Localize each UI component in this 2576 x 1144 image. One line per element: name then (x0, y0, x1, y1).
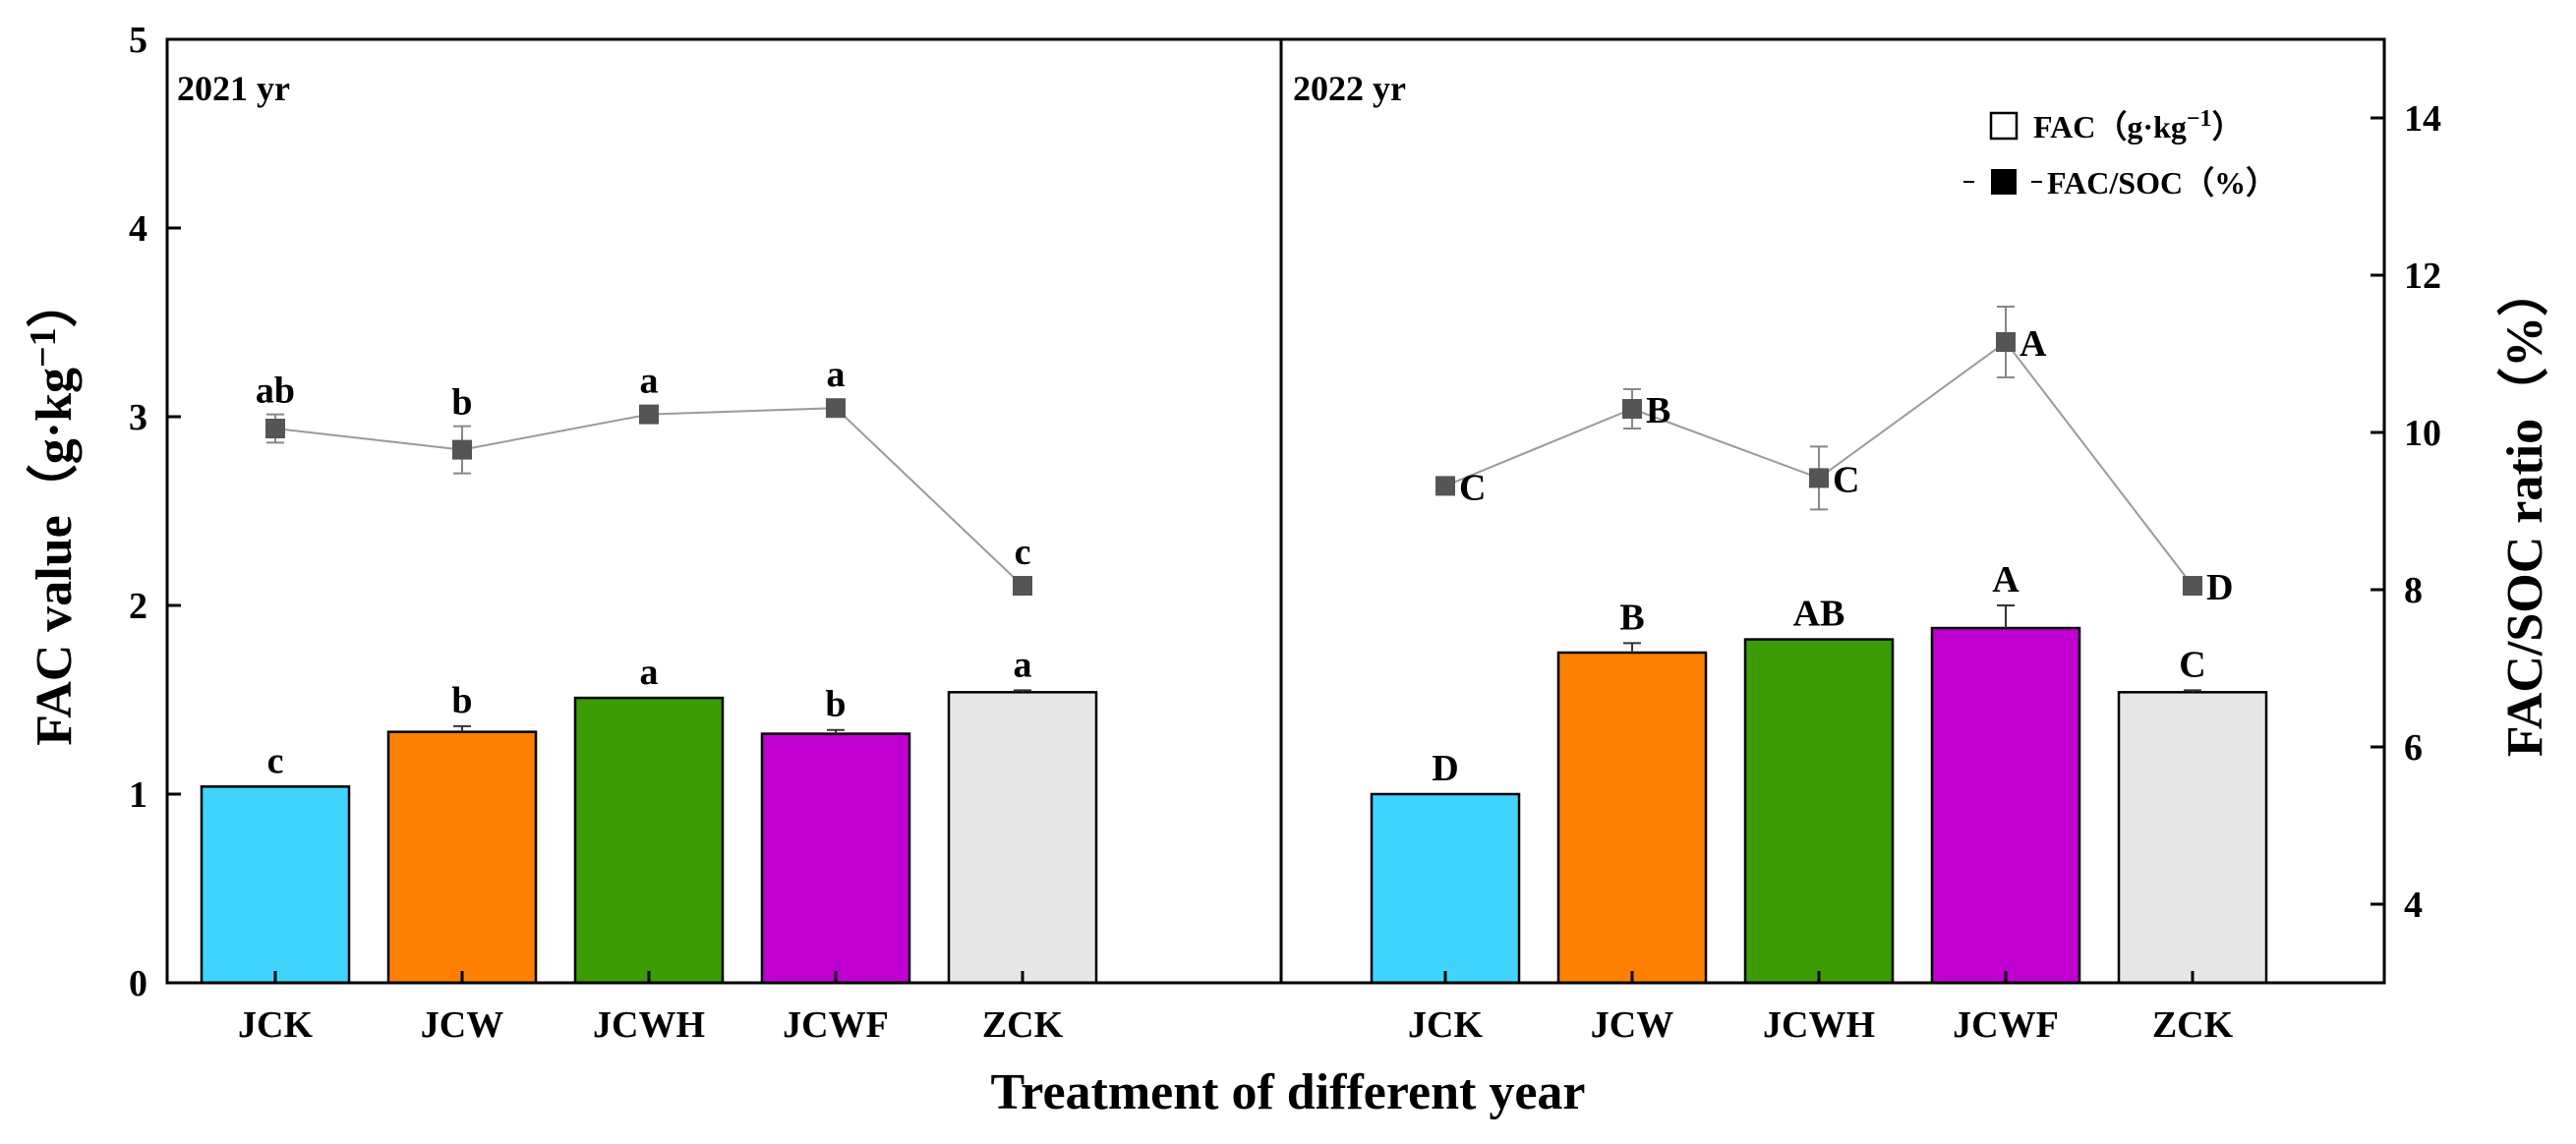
bar-jck (1370, 792, 1521, 985)
ratio-point (1996, 332, 2016, 352)
bar-jcw (386, 730, 538, 985)
x-tick-label: JCWH (1763, 1004, 1875, 1046)
ratio-sig-label: b (451, 382, 472, 424)
y2-tick-label: 14 (2404, 98, 2441, 140)
ratio-sig-label: a (640, 361, 659, 402)
legend-bar-sup: −1 (2187, 106, 2212, 132)
ratio-point (1435, 476, 1455, 496)
y2-tick-label: 4 (2404, 885, 2423, 926)
bar-sig-label: c (267, 740, 284, 781)
y-axis-title: FAC value（g·kg−1） (23, 276, 83, 745)
ratio-sig-label: C (1833, 459, 1859, 500)
ratio-sig-label: B (1646, 390, 1670, 431)
ratio-point (1013, 576, 1032, 596)
ratio-point (639, 404, 659, 425)
legend-bar-label: FAC（g·kg−1） (2033, 106, 2244, 144)
bars-layer (200, 604, 2268, 985)
ratio-point (1809, 468, 1829, 488)
ratio-series-line (274, 407, 1024, 587)
legend-bar-swatch (1989, 111, 2019, 141)
x-tick-label: JCW (421, 1004, 503, 1046)
x-tick-label: JCK (238, 1004, 313, 1046)
bar-sig-label: a (1014, 644, 1032, 685)
y-tick-label: 0 (129, 963, 147, 1004)
bar-sig-label: C (2179, 644, 2205, 685)
x-tick-label: JCW (1591, 1004, 1673, 1046)
bar-sig-label: a (640, 652, 659, 693)
bar-jcwf (1930, 626, 2081, 985)
legend-bar-text: FAC（g·kg (2033, 109, 2187, 144)
ratio-point (1622, 399, 1642, 419)
y2-tick-label: 12 (2404, 256, 2441, 297)
ratio-point (452, 439, 472, 460)
bar-jck (200, 785, 351, 985)
y-tick-label: 2 (129, 586, 147, 627)
plot-border (165, 37, 2386, 985)
ratio-sig-label: C (1459, 467, 1486, 508)
ratio-sig-label: c (1015, 532, 1031, 573)
y-tick-label: 1 (129, 774, 147, 816)
ratio-point (2183, 576, 2202, 596)
y2-tick-label: 8 (2404, 570, 2423, 611)
bar-sig-label: D (1432, 748, 1458, 789)
bar-sig-label: b (825, 684, 846, 725)
legend: FAC（g·kg−1） FAC/SOC（%） (1963, 106, 2277, 200)
y2-tick-label: 6 (2404, 727, 2423, 769)
legend-line-marker (1991, 169, 2017, 195)
bar-jcwh (1743, 638, 1895, 985)
x-tick-label: ZCK (2152, 1004, 2234, 1046)
bar-jcwh (573, 696, 725, 985)
ratio-sig-label: D (2206, 567, 2233, 608)
y-tick-label: 3 (129, 397, 147, 438)
panel-label: 2021 yr (177, 69, 290, 108)
x-tick-label: JCWH (593, 1004, 705, 1046)
y-axis-title-sup: −1 (23, 327, 64, 368)
panel-label: 2022 yr (1293, 69, 1406, 108)
ratio-sig-label: A (2020, 323, 2047, 365)
bar-sig-label: B (1619, 597, 1644, 638)
bar-jcwf (760, 732, 911, 985)
x-tick-label: JCWF (783, 1004, 889, 1046)
bar-sig-label: b (451, 680, 472, 721)
y2-tick-label: 10 (2404, 413, 2441, 454)
y-axis-title-main: FAC value（g·kg (26, 368, 83, 746)
bar-zck (947, 691, 1098, 985)
plot-frame (165, 37, 2386, 985)
x-tick-label: JCK (1408, 1004, 1483, 1046)
legend-line-label: FAC/SOC（%） (2047, 165, 2277, 200)
legend-bar-close: ） (2212, 109, 2244, 144)
y-tick-label: 5 (129, 20, 147, 61)
y-axis-title-close: ） (26, 276, 83, 327)
y2-axis-title: FAC/SOC ratio（%） (2496, 265, 2553, 757)
y-tick-label: 4 (129, 208, 147, 250)
bar-jcw (1556, 651, 1708, 985)
x-tick-label: ZCK (982, 1004, 1064, 1046)
ratio-point (265, 419, 285, 438)
x-tick-label: JCWF (1953, 1004, 2059, 1046)
ratio-line-layer (265, 306, 2202, 596)
ratio-sig-label: a (827, 354, 846, 395)
bar-zck (2117, 691, 2268, 985)
x-axis-title: Treatment of different year (990, 1064, 1585, 1120)
bar-sig-label: A (1992, 559, 2020, 601)
ratio-point (826, 398, 846, 419)
bar-sig-label: AB (1793, 594, 1845, 635)
ratio-sig-label: ab (256, 371, 295, 412)
